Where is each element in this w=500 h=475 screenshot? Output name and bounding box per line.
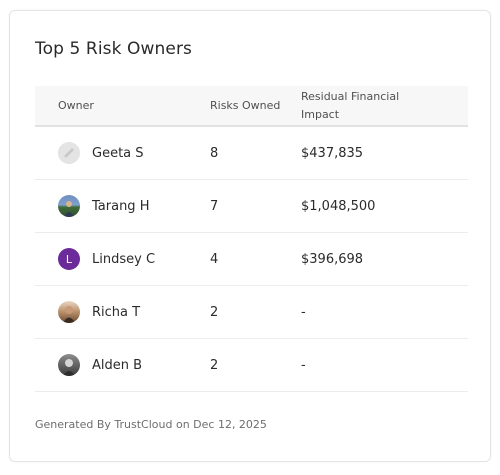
impact-cell: $437,835	[301, 145, 364, 161]
generated-footer: Generated By TrustCloud on Dec 12, 2025	[35, 418, 267, 431]
header-owner: Owner	[58, 99, 94, 112]
default-avatar-icon	[58, 142, 80, 164]
photo-avatar	[58, 354, 80, 376]
owner-name: Geeta S	[92, 145, 144, 161]
owner-name: Alden B	[92, 357, 143, 373]
risk-owners-card: Top 5 Risk Owners Owner Risks Owned Resi…	[9, 10, 491, 462]
table-row: Geeta S 8 $437,835	[35, 127, 468, 180]
owner-name: Richa T	[92, 304, 141, 320]
impact-cell: -	[301, 357, 306, 373]
risks-owned-cell: 8	[210, 145, 219, 161]
owner-cell: Geeta S	[58, 127, 144, 179]
owner-cell: Richa T	[58, 286, 140, 338]
impact-cell: -	[301, 304, 306, 320]
owner-name: Tarang H	[92, 198, 150, 214]
table-row: Richa T 2 -	[35, 286, 468, 339]
photo-avatar	[58, 195, 80, 217]
card-title: Top 5 Risk Owners	[35, 39, 193, 59]
risks-owned-cell: 4	[210, 251, 219, 267]
table-row: Alden B 2 -	[35, 339, 468, 392]
risk-owners-table: Owner Risks Owned Residual Financial Imp…	[35, 86, 468, 392]
risks-owned-cell: 2	[210, 357, 219, 373]
risks-owned-cell: 2	[210, 304, 219, 320]
table-row: L Lindsey C 4 $396,698	[35, 233, 468, 286]
owner-cell: Alden B	[58, 339, 142, 391]
header-risks-owned: Risks Owned	[210, 99, 281, 112]
owner-cell: L Lindsey C	[58, 233, 155, 285]
impact-cell: $1,048,500	[301, 198, 376, 214]
header-residual-financial-impact: Residual Financial Impact	[301, 89, 400, 121]
initial-avatar: L	[58, 248, 80, 270]
risks-owned-cell: 7	[210, 198, 219, 214]
owner-cell: Tarang H	[58, 180, 149, 232]
table-header: Owner Risks Owned Residual Financial Imp…	[35, 86, 468, 127]
owner-name: Lindsey C	[92, 251, 156, 267]
impact-cell: $396,698	[301, 251, 364, 267]
table-row: Tarang H 7 $1,048,500	[35, 180, 468, 233]
photo-avatar	[58, 301, 80, 323]
